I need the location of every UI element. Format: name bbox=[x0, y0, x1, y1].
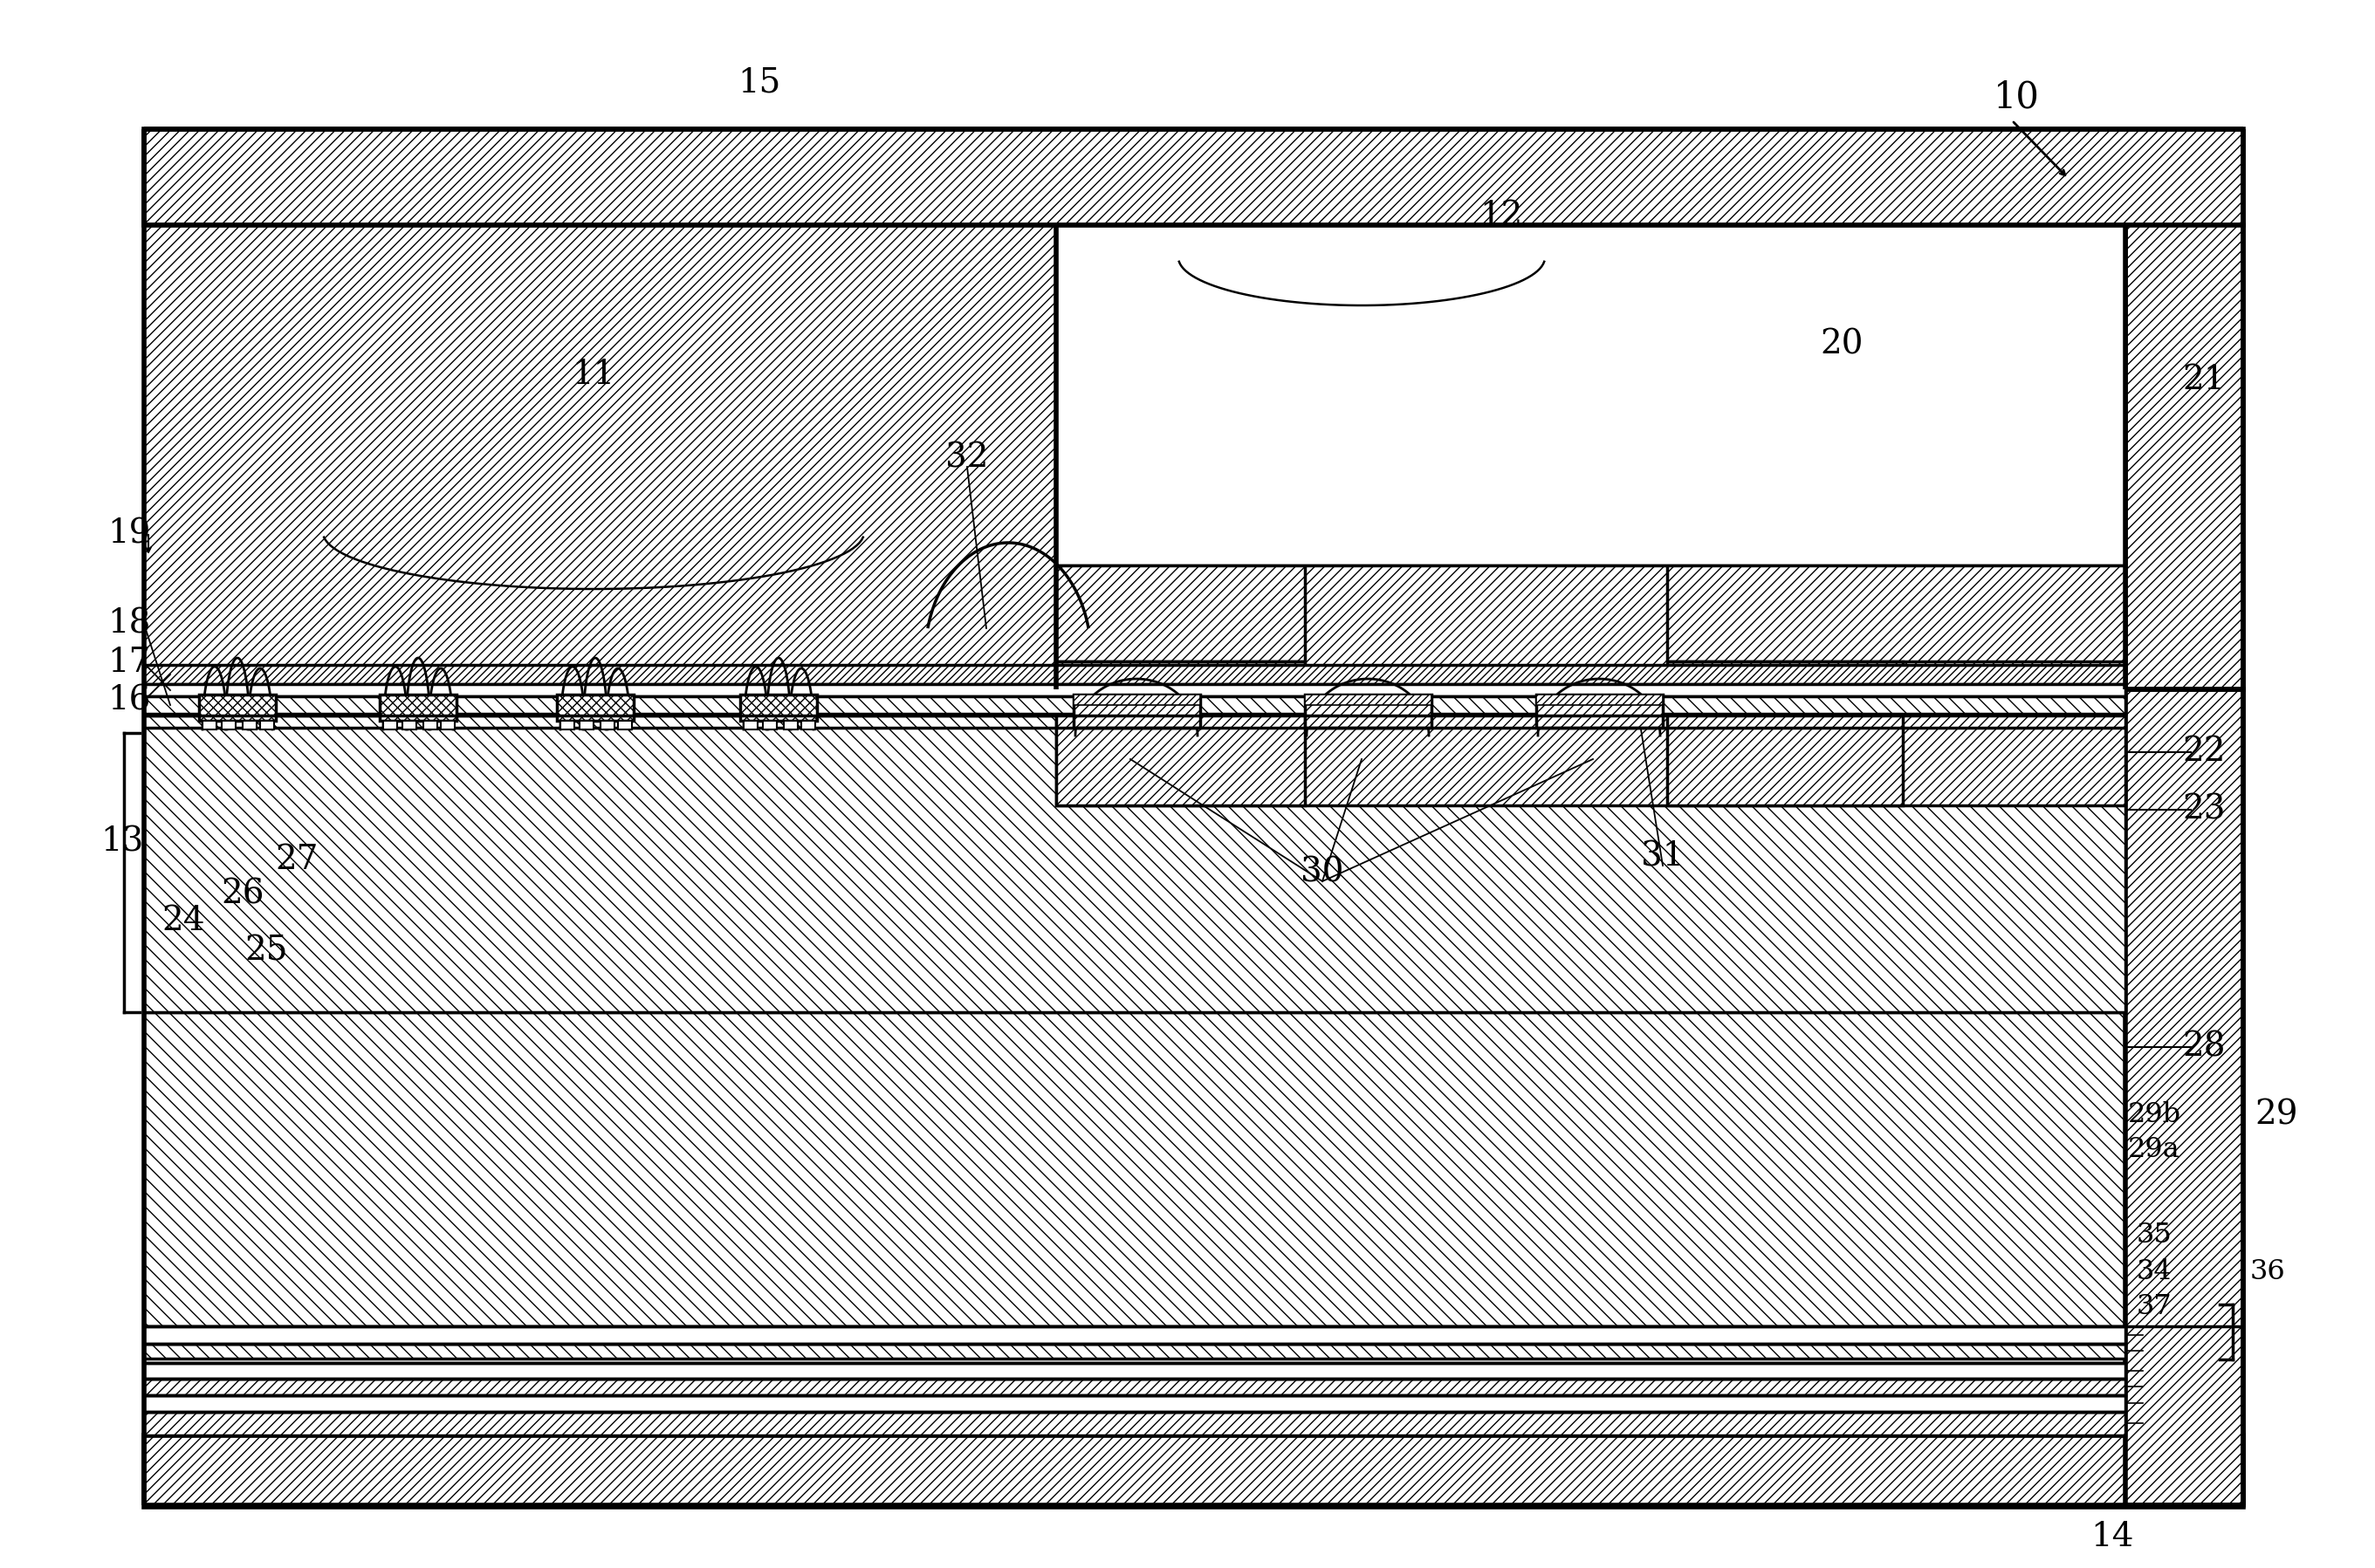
Bar bbox=[762, 721, 777, 729]
Text: 21: 21 bbox=[2183, 364, 2225, 395]
Text: 35: 35 bbox=[2138, 1221, 2173, 1248]
Text: 23: 23 bbox=[2183, 793, 2225, 826]
Bar bbox=[1537, 695, 1662, 728]
Text: 24: 24 bbox=[162, 905, 204, 936]
Text: 26: 26 bbox=[221, 878, 264, 911]
Bar bbox=[145, 1344, 2126, 1358]
Text: 25: 25 bbox=[245, 935, 287, 967]
Text: 36: 36 bbox=[2249, 1259, 2285, 1286]
Bar bbox=[2126, 690, 2244, 1505]
Text: 20: 20 bbox=[1819, 329, 1864, 361]
Bar bbox=[1057, 662, 1304, 806]
Text: 27: 27 bbox=[276, 844, 318, 875]
Text: 37: 37 bbox=[2138, 1294, 2173, 1320]
Bar bbox=[242, 721, 256, 729]
Text: 17: 17 bbox=[107, 648, 150, 679]
Text: 29a: 29a bbox=[2128, 1137, 2180, 1163]
Bar bbox=[1057, 226, 2126, 566]
Bar bbox=[442, 721, 454, 729]
Bar bbox=[423, 721, 437, 729]
Bar bbox=[145, 715, 2126, 1013]
Bar bbox=[202, 721, 216, 729]
Bar bbox=[145, 129, 2244, 226]
Text: 28: 28 bbox=[2183, 1030, 2225, 1063]
Bar bbox=[200, 695, 276, 721]
Bar bbox=[741, 695, 817, 721]
Bar bbox=[145, 1435, 2244, 1507]
Text: 29: 29 bbox=[2254, 1099, 2299, 1131]
Bar bbox=[1304, 695, 1432, 706]
Bar bbox=[145, 696, 2126, 713]
Bar bbox=[221, 721, 235, 729]
Bar bbox=[618, 721, 632, 729]
Bar bbox=[145, 1378, 2126, 1396]
Text: 12: 12 bbox=[1480, 201, 1522, 232]
Bar bbox=[401, 721, 416, 729]
Bar bbox=[560, 721, 575, 729]
Bar bbox=[145, 1327, 2126, 1344]
Text: 31: 31 bbox=[1641, 840, 1684, 873]
Bar bbox=[261, 721, 273, 729]
Text: 29b: 29b bbox=[2128, 1102, 2180, 1129]
Text: 30: 30 bbox=[1302, 856, 1344, 889]
Bar bbox=[1074, 695, 1199, 728]
Text: 15: 15 bbox=[739, 67, 781, 99]
Bar bbox=[145, 665, 2126, 684]
Bar bbox=[580, 721, 594, 729]
Bar bbox=[145, 1396, 2126, 1411]
Bar bbox=[145, 1013, 2126, 1327]
Bar bbox=[2126, 226, 2244, 690]
Bar bbox=[1667, 662, 1902, 806]
Bar bbox=[784, 721, 798, 729]
Bar bbox=[556, 695, 634, 721]
Bar bbox=[382, 721, 397, 729]
Bar bbox=[145, 226, 1057, 666]
Bar bbox=[1537, 695, 1662, 706]
Text: 18: 18 bbox=[107, 608, 150, 640]
Text: 22: 22 bbox=[2183, 735, 2225, 768]
Text: 32: 32 bbox=[945, 442, 988, 474]
Text: 16: 16 bbox=[107, 685, 150, 717]
Bar bbox=[800, 721, 815, 729]
Bar bbox=[145, 1411, 2126, 1435]
Text: 11: 11 bbox=[572, 359, 615, 392]
Text: 19: 19 bbox=[107, 517, 150, 550]
Bar bbox=[145, 684, 2126, 696]
Bar bbox=[380, 695, 456, 721]
Bar bbox=[1074, 695, 1199, 706]
Text: 10: 10 bbox=[1993, 80, 2040, 116]
Bar bbox=[1304, 695, 1432, 728]
Text: 14: 14 bbox=[2090, 1521, 2133, 1554]
Bar bbox=[1057, 566, 2126, 806]
Text: 13: 13 bbox=[100, 826, 145, 858]
Bar bbox=[601, 721, 615, 729]
Text: 34: 34 bbox=[2138, 1259, 2173, 1286]
Bar bbox=[743, 721, 758, 729]
Bar bbox=[145, 1363, 2126, 1378]
